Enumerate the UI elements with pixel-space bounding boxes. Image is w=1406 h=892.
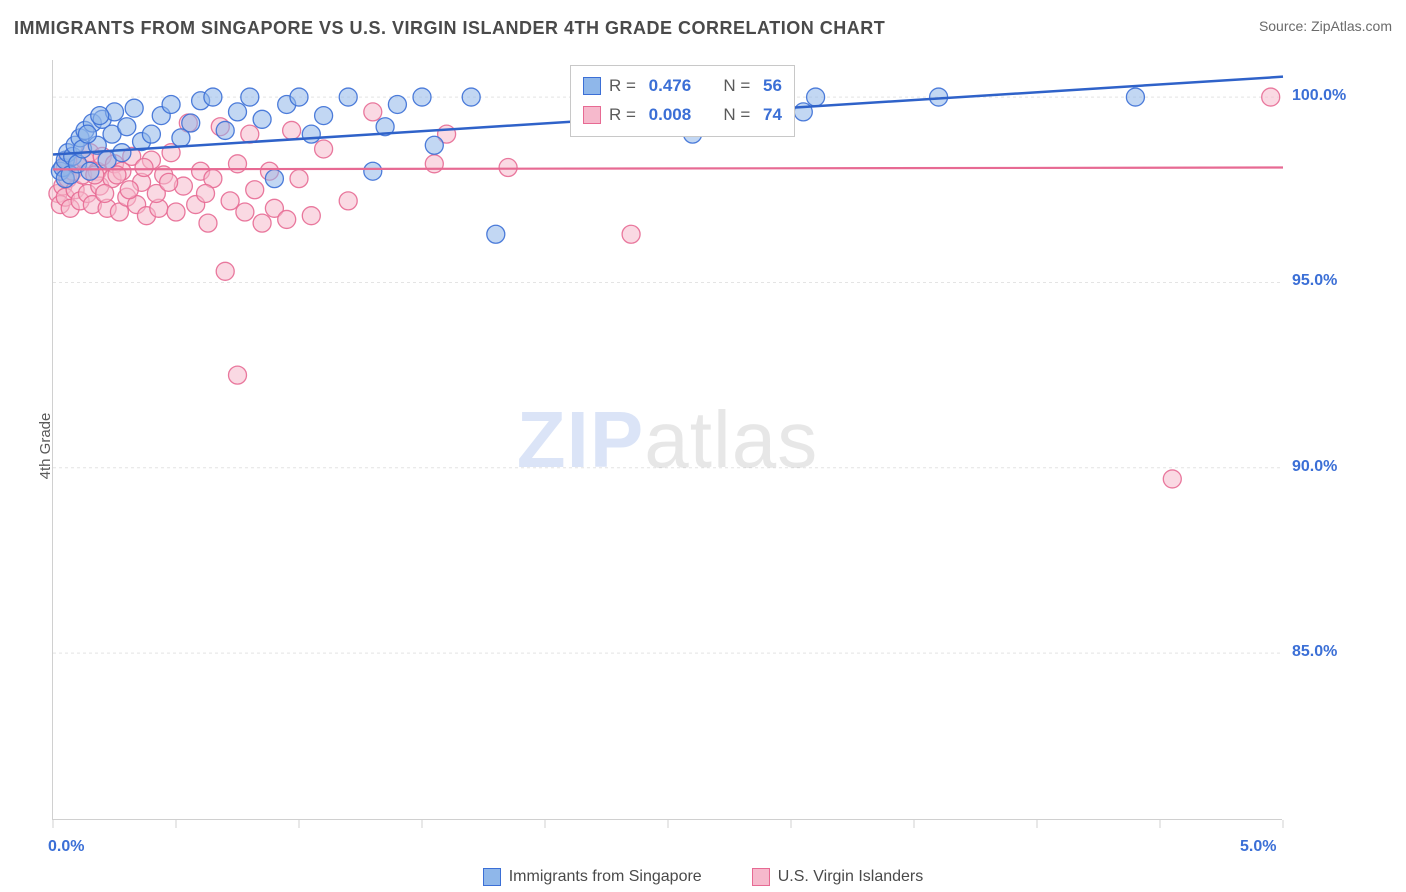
source-label: Source: (1259, 18, 1311, 34)
legend-swatch-usvi (752, 868, 770, 886)
rbox-row: R = 0.476 N = 56 (583, 72, 782, 101)
source-link[interactable]: ZipAtlas.com (1311, 18, 1392, 34)
legend-swatch-singapore (483, 868, 501, 886)
rbox-n-value: 56 (758, 72, 782, 101)
rbox-n-label: N = (714, 72, 750, 101)
plot-area: ZIPatlas (52, 60, 1282, 820)
rbox-r-value: 0.476 (644, 72, 706, 101)
x-tick-label-0: 0.0% (48, 838, 84, 856)
rbox-r-value: 0.008 (644, 101, 706, 130)
rbox-swatch (583, 106, 601, 124)
chart-container: IMMIGRANTS FROM SINGAPORE VS U.S. VIRGIN… (0, 0, 1406, 892)
legend-label-usvi: U.S. Virgin Islanders (778, 868, 924, 886)
rbox-r-label: R = (609, 101, 636, 130)
rbox-n-label: N = (714, 101, 750, 130)
rbox-swatch (583, 77, 601, 95)
rbox-row: R = 0.008 N = 74 (583, 101, 782, 130)
y-tick-label-2: 95.0% (1292, 272, 1337, 290)
legend-item-singapore: Immigrants from Singapore (483, 868, 702, 886)
rbox-r-label: R = (609, 72, 636, 101)
x-tick-label-1: 5.0% (1240, 838, 1276, 856)
bottom-legend: Immigrants from Singapore U.S. Virgin Is… (0, 868, 1406, 886)
y-tick-label-0: 85.0% (1292, 643, 1337, 661)
correlation-legend-box: R = 0.476 N = 56R = 0.008 N = 74 (570, 65, 795, 137)
y-tick-label-1: 90.0% (1292, 458, 1337, 476)
chart-title: IMMIGRANTS FROM SINGAPORE VS U.S. VIRGIN… (14, 18, 885, 39)
plot-svg (53, 60, 1283, 820)
legend-label-singapore: Immigrants from Singapore (509, 868, 702, 886)
rbox-n-value: 74 (758, 101, 782, 130)
y-tick-label-3: 100.0% (1292, 87, 1346, 105)
source-attribution: Source: ZipAtlas.com (1259, 18, 1392, 34)
title-bar: IMMIGRANTS FROM SINGAPORE VS U.S. VIRGIN… (14, 18, 1392, 48)
legend-item-usvi: U.S. Virgin Islanders (752, 868, 924, 886)
